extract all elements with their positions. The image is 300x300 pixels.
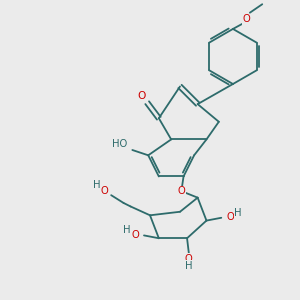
Text: O: O [242, 14, 250, 24]
Text: O: O [101, 186, 109, 196]
Text: O: O [138, 92, 146, 101]
Text: H: H [123, 226, 130, 236]
Text: H: H [93, 180, 100, 190]
Text: HO: HO [112, 139, 127, 149]
Text: O: O [178, 186, 186, 196]
Text: O: O [226, 212, 234, 222]
Text: H: H [185, 261, 193, 271]
Text: O: O [185, 254, 193, 264]
Text: O: O [131, 230, 139, 240]
Text: H: H [234, 208, 242, 218]
